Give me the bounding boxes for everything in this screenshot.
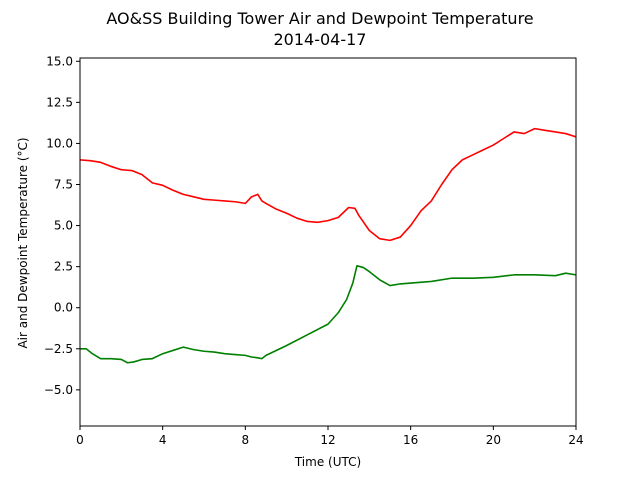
y-tick-label: 5.0 [54,219,73,233]
x-tick-label: 0 [76,433,84,447]
chart-title: AO&SS Building Tower Air and Dewpoint Te… [106,9,533,28]
y-tick-label: 10.0 [46,136,73,150]
y-tick-label: −2.5 [44,342,73,356]
y-tick-label: −5.0 [44,383,73,397]
x-tick-label: 8 [242,433,250,447]
y-axis-label: Air and Dewpoint Temperature (°C) [16,137,30,348]
x-tick-label: 24 [568,433,583,447]
chart-subtitle: 2014-04-17 [274,30,367,49]
y-tick-label: 2.5 [54,260,73,274]
y-tick-label: 12.5 [46,95,73,109]
y-tick-label: 15.0 [46,54,73,68]
x-axis-label: Time (UTC) [294,455,361,469]
y-tick-label: 7.5 [54,178,73,192]
series-line-2 [80,265,577,364]
x-tick-label: 16 [403,433,418,447]
plot-area: 0 4 8 12 16 20 24 −5.0 −2.5 0.0 2.5 5.0 7.5 10.0 12.5 1… [44,54,584,447]
x-tick-label: 12 [320,433,335,447]
y-tick-label: 0.0 [54,301,73,315]
x-tick-label: 20 [486,433,501,447]
x-tick-label: 4 [159,433,167,447]
series-line-1 [79,127,577,242]
